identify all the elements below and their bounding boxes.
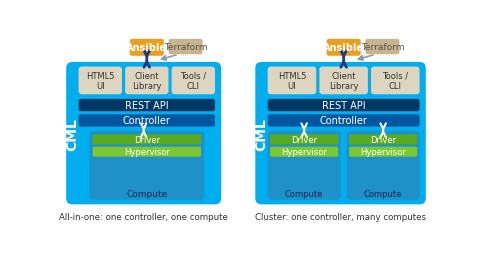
Text: Client
Library: Client Library [329, 71, 359, 91]
Text: Ansible: Ansible [323, 43, 364, 53]
Text: Controller: Controller [320, 116, 368, 126]
FancyBboxPatch shape [270, 135, 338, 145]
FancyBboxPatch shape [255, 63, 426, 204]
FancyBboxPatch shape [79, 67, 122, 95]
Text: Driver: Driver [370, 135, 396, 144]
Text: Tools /
CLI: Tools / CLI [180, 71, 206, 91]
Text: CML: CML [65, 117, 79, 150]
Text: Client
Library: Client Library [132, 71, 162, 91]
FancyBboxPatch shape [79, 100, 215, 112]
Text: Compute: Compute [126, 189, 168, 198]
Text: Hypervisor: Hypervisor [124, 148, 170, 156]
FancyBboxPatch shape [93, 147, 201, 157]
FancyBboxPatch shape [93, 135, 201, 145]
Text: REST API: REST API [322, 101, 365, 111]
FancyBboxPatch shape [168, 40, 203, 55]
FancyBboxPatch shape [326, 40, 360, 57]
Text: Terraform: Terraform [164, 43, 207, 52]
Text: Cluster: one controller, many computes: Cluster: one controller, many computes [255, 212, 426, 221]
Text: Hypervisor: Hypervisor [281, 148, 327, 156]
Text: Driver: Driver [291, 135, 317, 144]
Text: Compute: Compute [285, 189, 324, 198]
Text: Controller: Controller [123, 116, 171, 126]
FancyBboxPatch shape [125, 67, 168, 95]
Text: Terraform: Terraform [360, 43, 404, 52]
FancyBboxPatch shape [371, 67, 420, 95]
FancyBboxPatch shape [130, 40, 164, 57]
Text: HTML5
UI: HTML5 UI [86, 71, 115, 91]
FancyBboxPatch shape [347, 132, 420, 200]
Text: All-in-one: one controller, one compute: All-in-one: one controller, one compute [59, 212, 228, 221]
Text: Tools /
CLI: Tools / CLI [382, 71, 408, 91]
FancyBboxPatch shape [172, 67, 215, 95]
FancyBboxPatch shape [365, 40, 399, 55]
FancyBboxPatch shape [89, 132, 204, 200]
FancyBboxPatch shape [79, 115, 215, 127]
Text: Compute: Compute [364, 189, 402, 198]
FancyBboxPatch shape [268, 67, 316, 95]
FancyBboxPatch shape [268, 100, 420, 112]
FancyBboxPatch shape [319, 67, 368, 95]
Text: Driver: Driver [134, 135, 160, 144]
Text: CML: CML [254, 117, 268, 150]
FancyBboxPatch shape [268, 115, 420, 127]
Text: Hypervisor: Hypervisor [360, 148, 406, 156]
Text: Ansible: Ansible [126, 43, 168, 53]
FancyBboxPatch shape [268, 132, 340, 200]
FancyBboxPatch shape [66, 63, 221, 204]
Text: HTML5
UI: HTML5 UI [278, 71, 306, 91]
FancyBboxPatch shape [349, 147, 417, 157]
Text: REST API: REST API [125, 101, 168, 111]
FancyBboxPatch shape [349, 135, 417, 145]
FancyBboxPatch shape [270, 147, 338, 157]
